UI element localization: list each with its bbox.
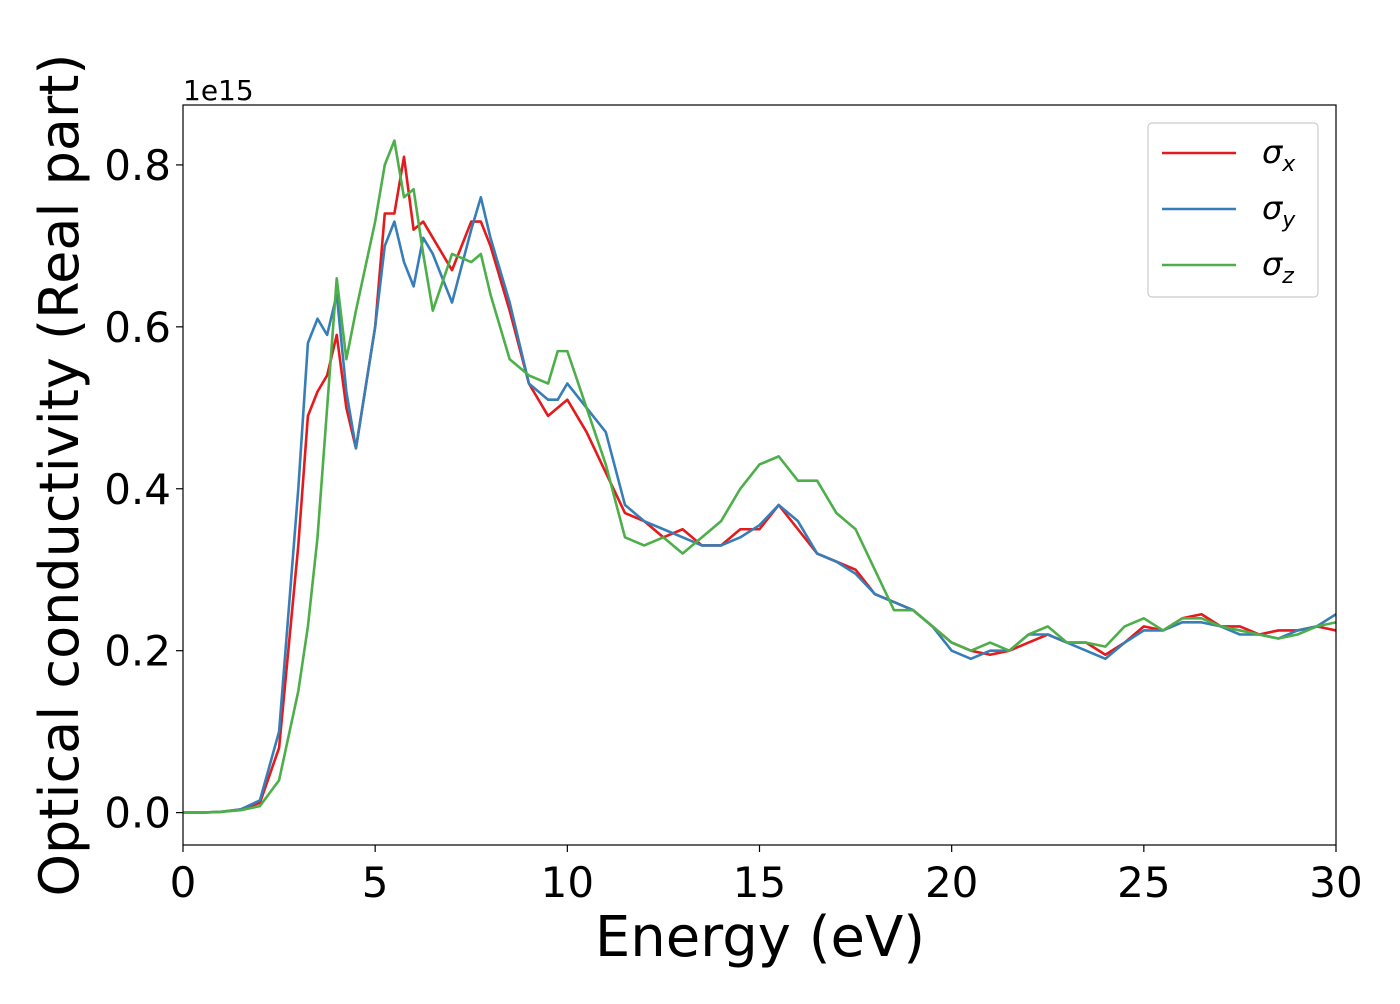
- x-axis-label: Energy (eV): [595, 905, 925, 970]
- legend-label: σx: [1262, 133, 1296, 177]
- x-tick-label: 30: [1309, 858, 1362, 907]
- y-tick-label: 0.6: [104, 303, 171, 352]
- x-tick-label: 25: [1117, 858, 1170, 907]
- data-line: [183, 139, 1336, 814]
- y-axis-label: Optical conductivity (Real part): [28, 54, 91, 897]
- y-tick-label: 0.4: [104, 465, 171, 514]
- x-tick-label: 10: [541, 858, 594, 907]
- data-line: [183, 196, 1336, 814]
- y-tick-label: 0.0: [104, 789, 171, 838]
- legend-label: σy: [1262, 189, 1296, 233]
- x-tick-label: 15: [733, 858, 786, 907]
- legend-label: σz: [1262, 245, 1294, 289]
- y-tick-label: 0.2: [104, 627, 171, 676]
- plot-frame: [182, 104, 1337, 846]
- y-offset-label: 1e15: [183, 74, 254, 107]
- y-tick-label: 0.8: [104, 141, 171, 190]
- x-tick-label: 5: [362, 858, 389, 907]
- x-tick-label: 0: [170, 858, 197, 907]
- x-tick-label: 20: [925, 858, 978, 907]
